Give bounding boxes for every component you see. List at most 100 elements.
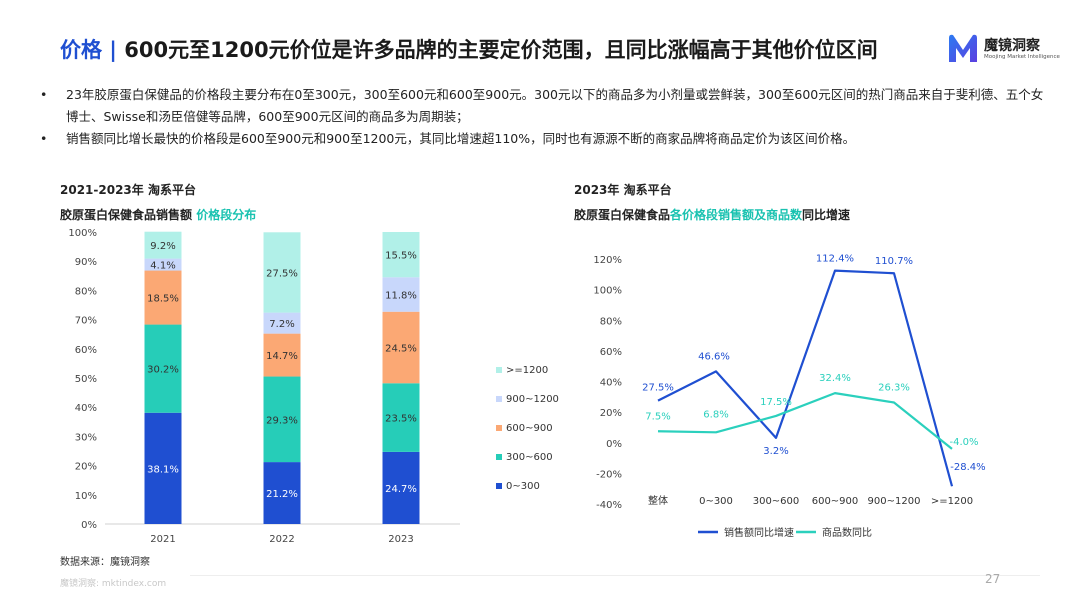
page-number: 27 — [985, 572, 1001, 586]
legend-label: 0~300 — [506, 481, 540, 492]
bullet-text: 销售额同比增长最快的价格段是600至900元和900至1200元，其同比增速超1… — [66, 131, 856, 146]
bar-segment — [382, 232, 420, 278]
right-chart-title-part3: 同比增速 — [802, 208, 851, 222]
data-label: 29.3% — [266, 415, 298, 426]
y-tick-label: 120% — [593, 255, 622, 266]
y-tick-label: 0% — [606, 439, 622, 450]
footer-divider — [190, 575, 1040, 576]
data-label: 14.7% — [266, 351, 298, 362]
x-tick-label: >=1200 — [931, 496, 973, 507]
bar-segment — [382, 383, 420, 452]
bar-segment — [144, 231, 182, 259]
data-label: -4.0% — [949, 437, 978, 448]
y-tick-label: 40% — [600, 378, 622, 389]
y-tick-label: 90% — [75, 257, 97, 268]
data-label: 32.4% — [819, 373, 851, 384]
bullet-item: • 23年胶原蛋白保健品的价格段主要分布在0至300元，300至600元和600至… — [40, 84, 1050, 128]
x-tick-label: 2023 — [388, 534, 413, 545]
y-tick-label: -20% — [596, 469, 622, 480]
y-tick-label: 80% — [600, 316, 622, 327]
bar-segment — [144, 258, 182, 271]
right-chart-title-highlight: 各价格段销售额及商品数 — [670, 208, 803, 222]
legend-swatch — [496, 396, 502, 402]
data-label: 3.2% — [763, 446, 788, 457]
x-tick-label: 2022 — [269, 534, 294, 545]
logo-name: 魔镜洞察 — [984, 38, 1040, 54]
bullet-list: • 23年胶原蛋白保健品的价格段主要分布在0至300元，300至600元和600至… — [40, 84, 1050, 150]
series-line — [657, 269, 954, 487]
data-label: 30.2% — [147, 365, 179, 376]
legend-label: 600~900 — [506, 423, 553, 434]
x-tick-label: 600~900 — [812, 496, 859, 507]
logo-icon — [949, 34, 977, 62]
y-tick-label: 20% — [75, 462, 97, 473]
data-label: 18.5% — [147, 294, 179, 305]
x-tick-label: 整体 — [648, 494, 668, 507]
y-tick-label: 100% — [68, 228, 97, 239]
bullet-text: 23年胶原蛋白保健品的价格段主要分布在0至300元，300至600元和600至9… — [66, 87, 1044, 124]
data-label: 15.5% — [385, 251, 417, 262]
bar-segment — [263, 333, 301, 377]
bar-segment — [263, 232, 301, 313]
data-label: 27.5% — [266, 268, 298, 279]
series-line — [657, 392, 953, 450]
data-label: 9.2% — [150, 241, 175, 252]
legend-label: >=1200 — [506, 365, 548, 376]
y-tick-label: 50% — [75, 374, 97, 385]
y-tick-label: 80% — [75, 286, 97, 297]
data-label: 6.8% — [703, 409, 728, 420]
legend-swatch — [496, 425, 502, 431]
bullet-item: • 销售额同比增长最快的价格段是600至900元和900至1200元，其同比增速超… — [40, 128, 1050, 150]
data-label: 23.5% — [385, 414, 417, 425]
legend-label: 销售额同比增速 — [724, 526, 794, 539]
bar-segment — [263, 312, 301, 334]
data-label: 11.8% — [385, 290, 417, 301]
data-source: 数据来源：魔镜洞察 — [60, 557, 150, 568]
left-chart-title: 胶原蛋白保健食品销售额 价格段分布 — [60, 206, 256, 223]
title-main: 600元至1200元价位是许多品牌的主要定价范围，且同比涨幅高于其他价位区间 — [124, 38, 878, 62]
page-title: 价格 | 600元至1200元价位是许多品牌的主要定价范围，且同比涨幅高于其他价… — [60, 34, 878, 64]
line-chart: -40% -20% 0% 20% 40% 60% 80% 100% 120% 整体 0~300 300… — [593, 254, 985, 539]
bar-segment — [263, 462, 301, 524]
legend-label: 商品数同比 — [822, 526, 872, 539]
legend-swatch — [496, 367, 502, 373]
x-tick-label: 300~600 — [753, 496, 800, 507]
logo-tagline: Moojing Market Intelligence — [984, 54, 1060, 60]
data-label: 4.1% — [150, 261, 175, 272]
data-label: 7.2% — [269, 319, 294, 330]
y-tick-label: 20% — [600, 408, 622, 419]
legend-swatch — [496, 454, 502, 460]
y-tick-label: 60% — [75, 345, 97, 356]
logo: 魔镜洞察 Moojing Market Intelligence — [946, 32, 1060, 66]
y-tick-label: 30% — [75, 432, 97, 443]
bar-segment — [382, 277, 420, 312]
x-tick-label: 900~1200 — [868, 496, 921, 507]
bullet-marker: • — [40, 131, 48, 146]
y-tick-label: 70% — [75, 316, 97, 327]
bullet-marker: • — [40, 87, 48, 102]
bar-segment — [144, 270, 182, 325]
y-tick-label: 10% — [75, 491, 97, 502]
data-label: 46.6% — [698, 351, 730, 362]
bar-segment — [144, 412, 182, 524]
y-tick-label: 40% — [75, 403, 97, 414]
y-tick-label: 60% — [600, 347, 622, 358]
data-label: 24.5% — [385, 343, 417, 354]
y-tick-label: 100% — [593, 286, 622, 297]
left-chart-title-highlight: 价格段分布 — [196, 208, 257, 222]
legend-swatch — [496, 483, 502, 489]
data-label: 21.2% — [266, 489, 298, 500]
legend-label: 900~1200 — [506, 394, 559, 405]
left-chart-title-plain: 胶原蛋白保健食品销售额 — [60, 208, 197, 222]
bar-segment — [382, 451, 420, 524]
title-prefix: 价格 | — [60, 38, 125, 62]
legend-label: 300~600 — [506, 452, 553, 463]
bar-segment — [144, 324, 182, 413]
footer-website: 魔镜洞察: mktindex.com — [60, 579, 167, 589]
data-label: 24.7% — [385, 484, 417, 495]
bar-segment — [263, 376, 301, 463]
data-label: -28.4% — [950, 462, 985, 473]
left-chart-subtitle: 2021-2023年 淘系平台 — [60, 183, 196, 197]
data-label: 110.7% — [875, 256, 913, 267]
data-label: 17.5% — [760, 397, 792, 408]
